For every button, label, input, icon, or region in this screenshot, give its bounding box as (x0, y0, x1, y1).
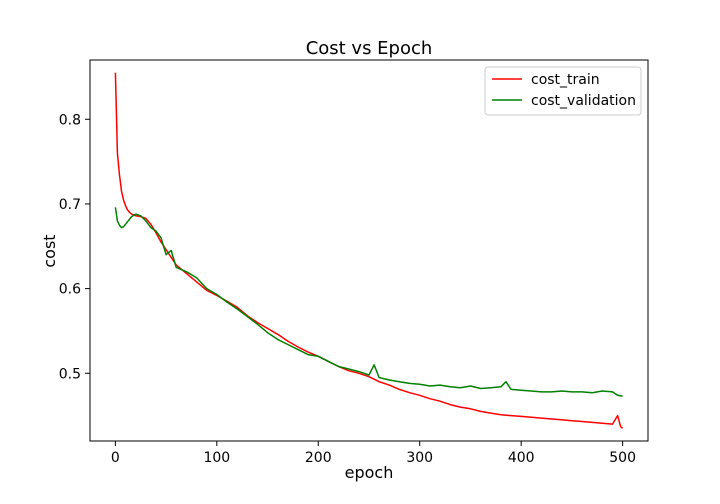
x-tick-label: 0 (111, 450, 120, 466)
y-axis-ticks: 0.5 0.6 0.7 0.8 (59, 112, 90, 382)
y-axis-label: cost (40, 234, 59, 267)
legend-box (484, 66, 642, 116)
series-line-cost-validation (114, 207, 623, 397)
chart-title: Cost vs Epoch (306, 38, 433, 59)
x-axis-ticks: 0 100 200 300 400 500 (111, 441, 636, 466)
legend: cost_train cost_validation (484, 66, 642, 116)
x-tick-label: 200 (305, 450, 332, 466)
legend-label-cost-train: cost_train (531, 72, 600, 88)
x-axis-label: epoch (345, 463, 394, 482)
y-tick-label: 0.6 (59, 282, 81, 298)
y-tick-label: 0.8 (59, 112, 81, 128)
plot-frame (89, 59, 649, 442)
x-tick-label: 400 (508, 450, 535, 466)
plot-lines (114, 72, 624, 429)
x-tick-label: 300 (406, 450, 433, 466)
legend-label-cost-validation: cost_validation (531, 93, 636, 109)
y-tick-label: 0.7 (59, 197, 81, 213)
x-tick-label: 500 (609, 450, 636, 466)
y-tick-label: 0.5 (59, 366, 81, 382)
x-tick-label: 100 (203, 450, 230, 466)
